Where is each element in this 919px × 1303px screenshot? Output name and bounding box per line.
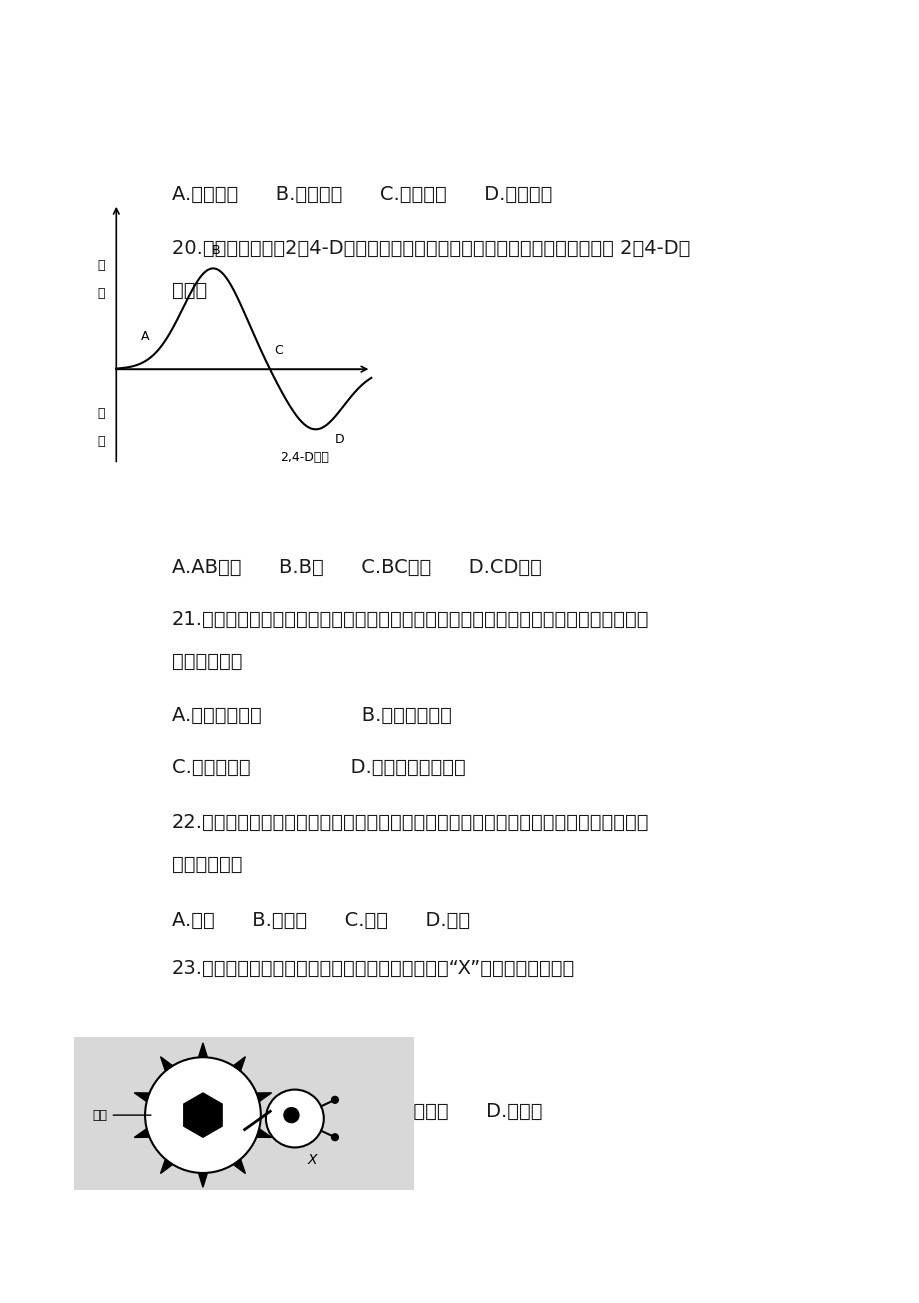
- Circle shape: [331, 1134, 338, 1140]
- Text: 催熟剂也许是: 催熟剂也许是: [172, 652, 243, 671]
- Text: A: A: [141, 330, 150, 343]
- Text: 21.为使水果和蔬菜提前上市，人们越来越多地使用膨大剂、催熟剂等生长调整剂，其中的: 21.为使水果和蔬菜提前上市，人们越来越多地使用膨大剂、催熟剂等生长调整剂，其中…: [172, 610, 649, 629]
- Polygon shape: [134, 1128, 149, 1138]
- Text: 抑: 抑: [97, 408, 105, 421]
- Text: 病毒: 病毒: [93, 1109, 151, 1122]
- Text: 20.在农业生产上，2，4-D可用于麦田除草，据图判断，若要抑制杂草生长，则 2，4-D浓: 20.在农业生产上，2，4-D可用于麦田除草，据图判断，若要抑制杂草生长，则 2…: [172, 238, 689, 258]
- Text: X: X: [307, 1153, 316, 1166]
- Polygon shape: [256, 1093, 271, 1101]
- Polygon shape: [184, 1093, 221, 1138]
- Text: C.乙烯类似物                D.细胞分裂素类似物: C.乙烯类似物 D.细胞分裂素类似物: [172, 758, 465, 778]
- Polygon shape: [160, 1160, 173, 1174]
- Text: 神经中枢位于: 神经中枢位于: [172, 855, 243, 874]
- Text: A.生长素类似物                B.赤霊素类似物: A.生长素类似物 B.赤霊素类似物: [172, 706, 451, 726]
- Text: 制: 制: [97, 435, 105, 448]
- Circle shape: [284, 1108, 299, 1123]
- Text: C: C: [274, 344, 283, 357]
- Polygon shape: [134, 1093, 149, 1101]
- Text: 度应为: 度应为: [172, 280, 207, 300]
- Text: D: D: [334, 433, 344, 446]
- Polygon shape: [199, 1173, 207, 1187]
- Text: A.AB之间      B.B点      C.BC之间      D.CD之间: A.AB之间 B.B点 C.BC之间 D.CD之间: [172, 558, 541, 577]
- Circle shape: [145, 1057, 261, 1173]
- Polygon shape: [160, 1057, 173, 1071]
- Polygon shape: [233, 1160, 245, 1174]
- Text: 进: 进: [97, 287, 105, 300]
- Text: 24.人体成熟红细胞所处的内环境是: 24.人体成熟红细胞所处的内环境是: [172, 1144, 368, 1162]
- Text: A.过度繁殖      B.生存斗争      C.用进废退      D.适者生存: A.过度繁殖 B.生存斗争 C.用进废退 D.适者生存: [172, 185, 551, 203]
- Circle shape: [266, 1089, 323, 1148]
- Text: A.脊髓      B.下丘脑      C.脑干      D.小脑: A.脊髓 B.下丘脑 C.脑干 D.小脑: [172, 911, 470, 930]
- Text: 2,4-D浓度: 2,4-D浓度: [279, 451, 329, 464]
- Text: 促: 促: [97, 259, 105, 272]
- Polygon shape: [199, 1042, 207, 1057]
- Text: B: B: [211, 244, 220, 257]
- Polygon shape: [233, 1057, 245, 1071]
- Text: 23.下图为特异性免疫过程某个时期的示意图，图中“X”代表的细胞名称是: 23.下图为特异性免疫过程某个时期的示意图，图中“X”代表的细胞名称是: [172, 959, 574, 979]
- Circle shape: [331, 1096, 338, 1104]
- Text: A.B细胞      B.效应T细胞      C.记忆细胞      D.浆细胞: A.B细胞 B.效应T细胞 C.记忆细胞 D.浆细胞: [172, 1101, 542, 1121]
- Text: 22.体操运动员在参加平衡木项目比赛时，展现了出色的身体平衡能力，其维持身体平衡的: 22.体操运动员在参加平衡木项目比赛时，展现了出色的身体平衡能力，其维持身体平衡…: [172, 813, 649, 831]
- Polygon shape: [256, 1128, 271, 1138]
